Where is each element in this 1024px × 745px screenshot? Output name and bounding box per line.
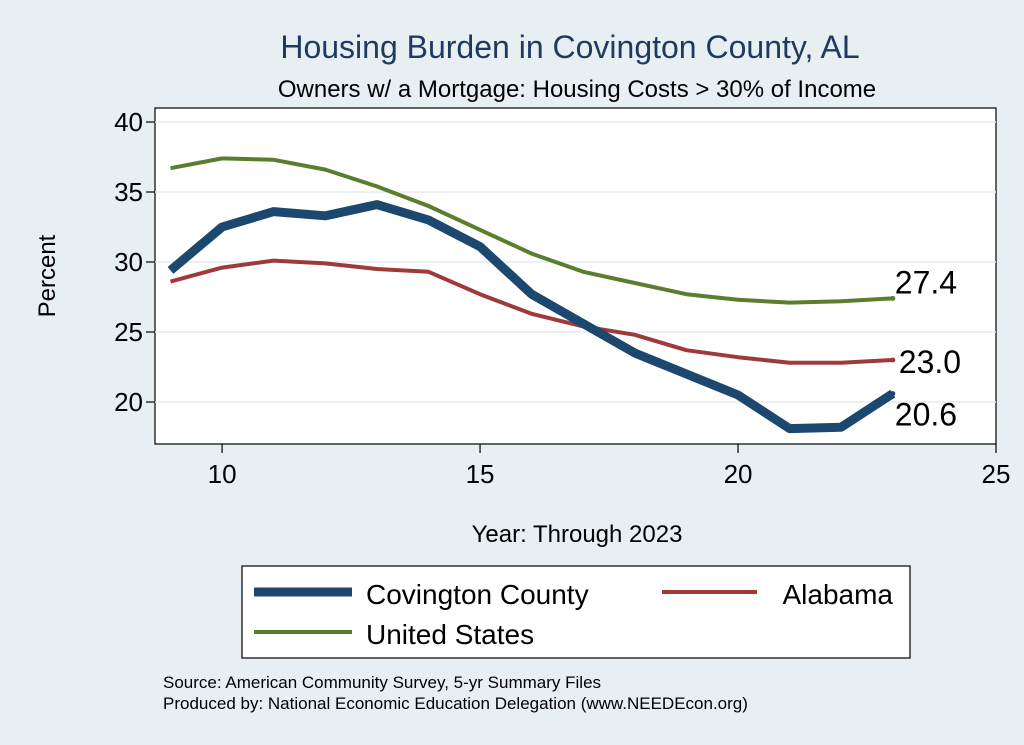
plot-area — [154, 107, 997, 445]
legend-label: Alabama — [782, 579, 893, 610]
y-tick-label: 35 — [114, 177, 143, 207]
end-marker — [890, 357, 896, 363]
y-tick-label: 40 — [114, 107, 143, 137]
chart-subtitle: Owners w/ a Mortgage: Housing Costs > 30… — [278, 76, 876, 103]
axis-ticks: 20 25 30 35 40 10 15 20 25 — [114, 107, 1010, 489]
source-line-1: Source: American Community Survey, 5-yr … — [163, 673, 601, 692]
series-line-covington-county — [167, 200, 896, 434]
end-label: 20.6 — [895, 397, 957, 433]
series-line-united-states — [170, 156, 893, 305]
end-label: 27.4 — [895, 264, 957, 300]
x-tick-label: 15 — [466, 459, 495, 489]
legend-box — [241, 565, 911, 659]
end-marker — [890, 391, 896, 397]
chart-title: Housing Burden in Covington County, AL — [280, 29, 859, 65]
y-tick-label: 20 — [114, 387, 143, 417]
y-axis-title: Percent — [34, 234, 61, 317]
x-tick-label: 20 — [724, 459, 753, 489]
x-tick-label: 25 — [982, 459, 1011, 489]
end-labels: 20.6 23.0 27.4 — [890, 264, 961, 433]
series-line-alabama — [169, 258, 893, 365]
source-line-2: Produced by: National Economic Education… — [163, 694, 748, 713]
legend: Covington County Alabama United States — [254, 579, 893, 650]
legend-label: Covington County — [366, 579, 589, 610]
legend-label: United States — [366, 619, 534, 650]
x-tick-label: 10 — [208, 459, 237, 489]
y-tick-label: 25 — [114, 317, 143, 347]
x-axis-title: Year: Through 2023 — [472, 521, 683, 548]
y-tick-label: 30 — [114, 247, 143, 277]
end-marker — [890, 295, 896, 301]
series-lines — [167, 156, 896, 434]
end-label: 23.0 — [899, 344, 961, 380]
